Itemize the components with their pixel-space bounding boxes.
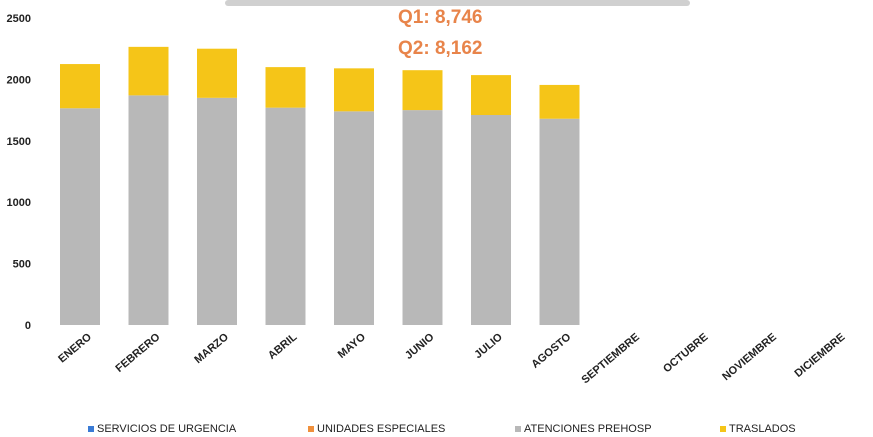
legend-label: ATENCIONES PREHOSP xyxy=(524,423,652,435)
legend-swatch xyxy=(720,426,726,432)
bar-segment xyxy=(471,115,511,326)
x-tick-label: MARZO xyxy=(192,331,231,366)
y-tick-label: 1000 xyxy=(7,197,31,209)
x-tick-label: ABRIL xyxy=(266,331,300,362)
bars xyxy=(60,46,580,326)
bar-segment xyxy=(60,108,100,326)
y-tick-label: 1500 xyxy=(7,136,31,148)
bar-segment xyxy=(334,68,374,112)
bar-segment xyxy=(128,46,169,96)
x-tick-label: NOVIEMBRE xyxy=(720,331,779,383)
x-tick-label: JUNIO xyxy=(403,331,437,362)
y-axis: 0 500 1000 1500 2000 2500 xyxy=(7,13,31,332)
bar-segment xyxy=(197,97,237,325)
bar-segment xyxy=(197,48,237,98)
legend-swatch xyxy=(515,426,521,432)
bar-segment xyxy=(402,110,443,325)
legend: SERVICIOS DE URGENCIA UNIDADES ESPECIALES… xyxy=(88,423,796,435)
chart-title-blur xyxy=(225,0,690,6)
annotation-q2: Q2: 8,162 xyxy=(398,38,483,59)
bar-segment xyxy=(265,67,306,108)
x-tick-label: JULIO xyxy=(472,331,505,361)
x-axis: ENERO FEBRERO MARZO ABRIL MAYO JUNIO JULIO AGOS… xyxy=(56,331,847,386)
legend-label: SERVICIOS DE URGENCIA xyxy=(97,423,237,435)
y-tick-label: 0 xyxy=(25,320,31,332)
x-tick-label: SEPTIEMBRE xyxy=(579,331,641,386)
y-tick-label: 500 xyxy=(13,259,31,271)
annotation-q1: Q1: 8,746 xyxy=(398,7,483,28)
bar-segment xyxy=(471,75,511,116)
legend-label: UNIDADES ESPECIALES xyxy=(317,423,445,435)
bar-segment xyxy=(265,107,306,325)
legend-label: TRASLADOS xyxy=(729,423,796,435)
bar-segment xyxy=(60,64,100,109)
x-tick-label: OCTUBRE xyxy=(661,331,710,375)
bar-segment xyxy=(334,111,374,325)
x-tick-label: DICIEMBRE xyxy=(792,331,847,380)
x-tick-label: ENERO xyxy=(56,331,94,366)
y-tick-label: 2000 xyxy=(7,74,31,86)
bar-segment xyxy=(539,118,580,325)
bar-segment xyxy=(539,84,580,119)
legend-swatch xyxy=(88,426,94,432)
x-tick-label: MAYO xyxy=(336,331,369,361)
bar-segment xyxy=(402,70,443,111)
y-tick-label: 2500 xyxy=(7,13,31,25)
x-tick-label: FEBRERO xyxy=(114,331,163,375)
legend-swatch xyxy=(308,426,314,432)
bar-segment xyxy=(128,95,169,325)
x-tick-label: AGOSTO xyxy=(529,331,573,371)
